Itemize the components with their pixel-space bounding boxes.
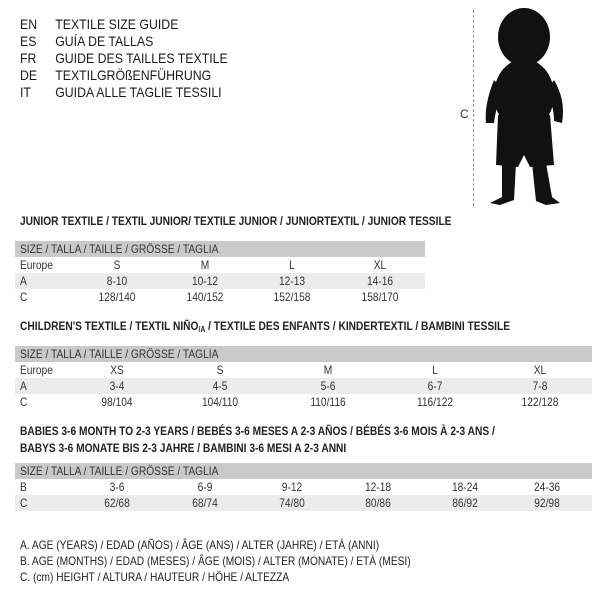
- height-measure-line: [473, 10, 474, 206]
- table-cell: 98/104: [101, 395, 133, 409]
- row-label: C: [20, 290, 28, 304]
- language-title: GUIDA ALLE TAGLIE TESSILI: [55, 84, 222, 100]
- legend-item: A. AGE (YEARS) / EDAD (AÑOS) / ÂGE (ANS)…: [20, 538, 380, 552]
- table-cell: 62/68: [104, 496, 130, 510]
- row-label: C: [20, 496, 28, 510]
- table-cell: 3-6: [109, 480, 125, 494]
- table-cell: XL: [533, 363, 547, 377]
- table-cell: 68/74: [192, 496, 218, 510]
- size-table: SIZE / TALLA / TAILLE / GRÖSSE / TAGLIA E…: [15, 346, 592, 410]
- language-title-row: EN TEXTILE SIZE GUIDE: [20, 16, 178, 33]
- table-row: A 3-4 4-5 5-6 6-7 7-8: [15, 378, 592, 394]
- table-cell: 6-7: [427, 379, 443, 393]
- table-row: C 62/68 68/74 74/80 80/86 86/92 92/98: [15, 495, 592, 511]
- table-cell: 6-9: [197, 480, 213, 494]
- table-title-part: / TEXTILE DES ENFANTS / KINDERTEXTIL / B…: [205, 319, 510, 333]
- table-cell: 12-13: [278, 274, 306, 288]
- language-code: ES: [20, 33, 37, 49]
- language-title-row: ES GUÍA DE TALLAS: [20, 33, 153, 50]
- language-code: IT: [20, 84, 31, 100]
- size-table: SIZE / TALLA / TAILLE / GRÖSSE / TAGLIA E…: [15, 241, 425, 305]
- table-cell: 10-12: [191, 274, 219, 288]
- table-cell: 80/86: [365, 496, 391, 510]
- size-header-label: SIZE / TALLA / TAILLE / GRÖSSE / TAGLIA: [20, 242, 219, 256]
- language-title-row: IT GUIDA ALLE TAGLIE TESSILI: [20, 84, 222, 101]
- language-title: TEXTILGRÖßENFÜHRUNG: [55, 67, 212, 83]
- table-cell: 3-4: [109, 379, 125, 393]
- table-cell: 7-8: [532, 379, 548, 393]
- table-title-subscript: /A: [198, 325, 206, 334]
- table-cell: 5-6: [320, 379, 336, 393]
- table-cell: 110/116: [310, 395, 346, 409]
- table-cell: 14-16: [366, 274, 394, 288]
- table-cell: L: [432, 363, 438, 377]
- table-row: Europe XS S M L XL: [15, 362, 592, 378]
- table-title: BABIES 3-6 MONTH TO 2-3 YEARS / BEBÉS 3-…: [20, 424, 495, 438]
- table-cell: 8-10: [106, 274, 128, 288]
- size-table-header: SIZE / TALLA / TAILLE / GRÖSSE / TAGLIA: [15, 346, 592, 362]
- row-label: Europe: [20, 258, 53, 272]
- table-cell: 116/122: [416, 395, 454, 409]
- table-title: CHILDREN'S TEXTILE / TEXTIL NIÑO/A / TEX…: [20, 319, 510, 334]
- legend-item: B. AGE (MONTHS) / EDAD (MESES) / ÂGE (MO…: [20, 554, 411, 568]
- size-table-header: SIZE / TALLA / TAILLE / GRÖSSE / TAGLIA: [15, 463, 592, 479]
- table-cell: 4-5: [212, 379, 228, 393]
- language-title: TEXTILE SIZE GUIDE: [55, 16, 179, 32]
- language-code: EN: [20, 16, 38, 32]
- legend-item: C. (cm) HEIGHT / ALTURA / HAUTEUR / HÖHE…: [20, 570, 290, 584]
- height-measure-label: C: [460, 107, 469, 121]
- table-cell: 86/92: [452, 496, 478, 510]
- row-label: A: [20, 274, 27, 288]
- table-row: B 3-6 6-9 9-12 12-18 18-24 24-36: [15, 479, 592, 495]
- row-label: B: [20, 480, 27, 494]
- table-cell: 158/170: [361, 290, 399, 304]
- table-cell: 18-24: [451, 480, 479, 494]
- table-cell: S: [113, 258, 121, 272]
- row-label: A: [20, 379, 27, 393]
- row-label: Europe: [20, 363, 53, 377]
- table-cell: 140/152: [186, 290, 224, 304]
- table-cell: 128/140: [98, 290, 136, 304]
- table-title: JUNIOR TEXTILE / TEXTIL JUNIOR/ TEXTILE …: [20, 214, 452, 228]
- table-cell: 122/128: [521, 395, 559, 409]
- child-silhouette-icon: [485, 8, 563, 205]
- table-row: C 98/104 104/110 110/116 116/122 122/128: [15, 394, 592, 410]
- language-code: DE: [20, 67, 38, 83]
- table-cell: L: [289, 258, 295, 272]
- table-row: A 8-10 10-12 12-13 14-16: [15, 273, 425, 289]
- table-cell: 12-18: [364, 480, 392, 494]
- size-header-label: SIZE / TALLA / TAILLE / GRÖSSE / TAGLIA: [20, 464, 219, 478]
- table-cell: 152/158: [273, 290, 311, 304]
- size-table-header: SIZE / TALLA / TAILLE / GRÖSSE / TAGLIA: [15, 241, 425, 257]
- table-cell: 9-12: [281, 480, 303, 494]
- table-cell: XL: [373, 258, 387, 272]
- table-row: C 128/140 140/152 152/158 158/170: [15, 289, 425, 305]
- table-cell: 104/110: [201, 395, 239, 409]
- table-cell: XS: [110, 363, 124, 377]
- table-title-line2: BABYS 3-6 MONATE BIS 2-3 JAHRE / BAMBINI…: [20, 441, 347, 455]
- table-cell: M: [323, 363, 333, 377]
- size-header-label: SIZE / TALLA / TAILLE / GRÖSSE / TAGLIA: [20, 347, 219, 361]
- size-table: SIZE / TALLA / TAILLE / GRÖSSE / TAGLIA B…: [15, 463, 592, 511]
- table-cell: 74/80: [279, 496, 305, 510]
- table-title-part: CHILDREN'S TEXTILE / TEXTIL NIÑO: [20, 319, 199, 333]
- language-title-row: FR GUIDE DES TAILLES TEXTILE: [20, 50, 228, 67]
- language-title: GUIDE DES TAILLES TEXTILE: [55, 50, 228, 66]
- row-label: C: [20, 395, 28, 409]
- table-cell: 92/98: [534, 496, 560, 510]
- table-cell: S: [216, 363, 224, 377]
- table-cell: 24-36: [533, 480, 561, 494]
- language-title: GUÍA DE TALLAS: [55, 33, 154, 49]
- table-row: Europe S M L XL: [15, 257, 425, 273]
- table-cell: M: [200, 258, 210, 272]
- language-title-row: DE TEXTILGRÖßENFÜHRUNG: [20, 67, 211, 84]
- language-code: FR: [20, 50, 37, 66]
